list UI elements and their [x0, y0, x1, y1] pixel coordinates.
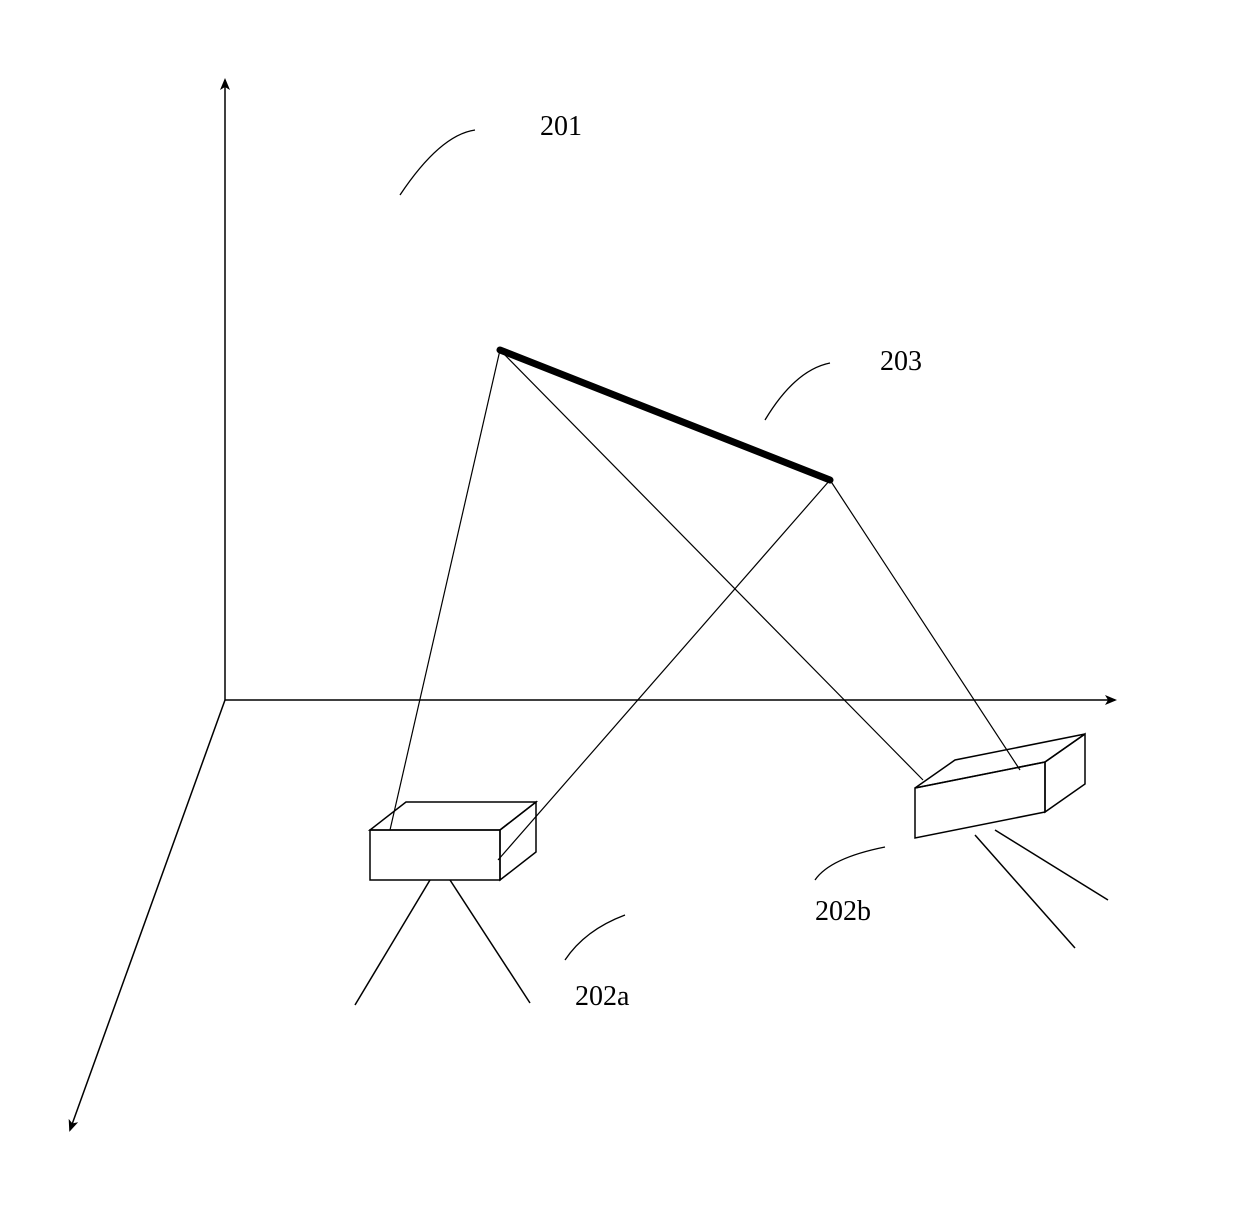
object-line-203 [500, 350, 830, 480]
label-l202a: 202a [575, 981, 630, 1012]
diagram-canvas: 201 203 202a 202b [0, 0, 1240, 1220]
label-l202b: 202b [815, 896, 871, 927]
camera-b [915, 734, 1108, 948]
axes [70, 80, 1115, 1130]
camera-a-tripod-leg-1 [450, 880, 530, 1003]
leader-arc-l203 [765, 363, 830, 420]
label-l203: 203 [880, 346, 922, 377]
camera-b-tripod-leg-1 [995, 830, 1108, 900]
camera-b-ray-1 [830, 480, 1020, 770]
leader-arc-l201 [400, 130, 475, 195]
camera-a-ray-0 [390, 350, 500, 830]
camera-a-tripod-leg-0 [355, 880, 430, 1005]
camera-b-ray-0 [500, 350, 923, 780]
leader-arc-l202a [565, 915, 625, 960]
object-line [500, 350, 830, 480]
projection-lines [390, 350, 1020, 860]
camera-a-ray-1 [498, 480, 830, 860]
camera-a [355, 802, 536, 1005]
z-axis [70, 700, 225, 1130]
label-l201: 201 [540, 111, 582, 142]
reference-labels: 201 203 202a 202b [400, 111, 922, 1012]
leader-arc-l202b [815, 847, 885, 880]
camera-b-tripod-leg-0 [975, 835, 1075, 948]
